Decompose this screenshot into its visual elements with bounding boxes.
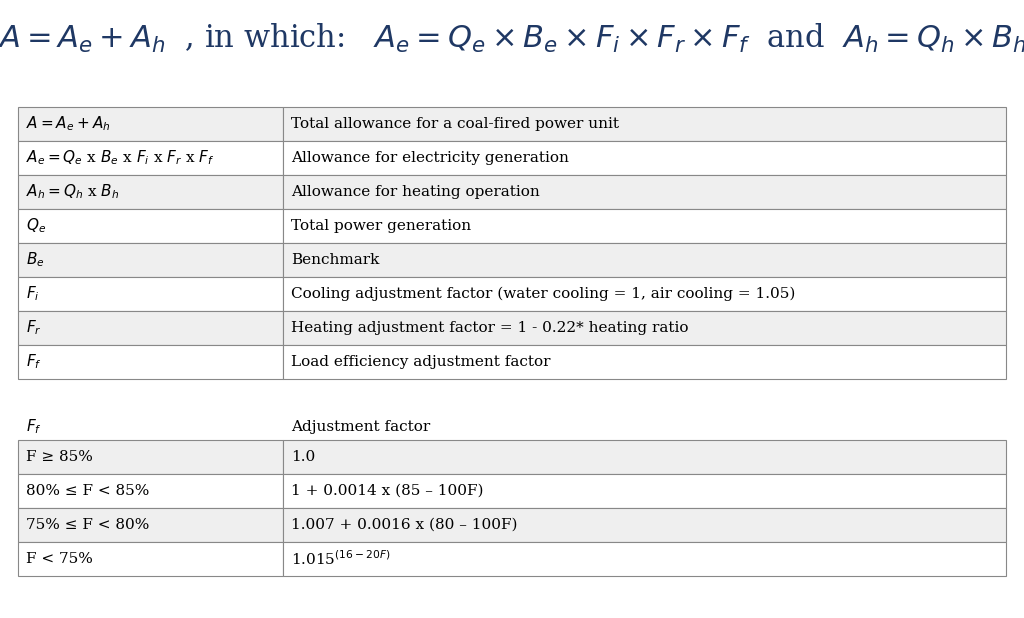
Text: $A = A_e + A_h$: $A = A_e + A_h$ xyxy=(26,115,111,133)
Text: 1.015$^{(16-20F)}$: 1.015$^{(16-20F)}$ xyxy=(291,549,390,569)
Bar xyxy=(283,107,1006,141)
Bar xyxy=(283,141,1006,175)
Bar xyxy=(18,175,283,209)
Text: 1.007 + 0.0016 x (80 – 100F): 1.007 + 0.0016 x (80 – 100F) xyxy=(291,518,517,532)
Bar xyxy=(18,209,283,243)
Bar xyxy=(283,508,1006,542)
Bar xyxy=(18,345,283,379)
Bar xyxy=(283,345,1006,379)
Bar xyxy=(283,440,1006,474)
Text: Benchmark: Benchmark xyxy=(291,253,379,267)
Text: Total power generation: Total power generation xyxy=(291,219,471,233)
Bar xyxy=(283,311,1006,345)
Text: $Q_e$: $Q_e$ xyxy=(26,217,46,235)
Text: $F_f$: $F_f$ xyxy=(26,353,42,371)
Bar xyxy=(18,440,283,474)
Text: $\mathbf{\mathit{A = A_e + A_h}}$  , in which:   $\mathbf{\mathit{A_e = Q_e \tim: $\mathbf{\mathit{A = A_e + A_h}}$ , in w… xyxy=(0,22,1024,55)
Text: $F_r$: $F_r$ xyxy=(26,319,42,337)
Text: Total allowance for a coal-fired power unit: Total allowance for a coal-fired power u… xyxy=(291,117,618,131)
Text: 1 + 0.0014 x (85 – 100F): 1 + 0.0014 x (85 – 100F) xyxy=(291,484,483,498)
Text: $B_e$: $B_e$ xyxy=(26,251,44,269)
Bar xyxy=(283,243,1006,277)
Text: 80% ≤ F < 85%: 80% ≤ F < 85% xyxy=(26,484,150,498)
Text: Adjustment factor: Adjustment factor xyxy=(291,420,430,434)
Bar xyxy=(18,542,283,576)
Bar xyxy=(283,542,1006,576)
Bar xyxy=(283,209,1006,243)
Bar xyxy=(283,474,1006,508)
Text: $A_e = Q_e$ x $B_e$ x $F_i$ x $F_r$ x $F_f$: $A_e = Q_e$ x $B_e$ x $F_i$ x $F_r$ x $F… xyxy=(26,149,214,167)
Text: Allowance for electricity generation: Allowance for electricity generation xyxy=(291,151,568,165)
Text: $F_i$: $F_i$ xyxy=(26,285,40,303)
Text: $F_f$: $F_f$ xyxy=(26,418,42,436)
Bar xyxy=(283,175,1006,209)
Text: Cooling adjustment factor (water cooling = 1, air cooling = 1.05): Cooling adjustment factor (water cooling… xyxy=(291,287,796,301)
Bar xyxy=(18,277,283,311)
Text: Allowance for heating operation: Allowance for heating operation xyxy=(291,185,540,199)
Text: Load efficiency adjustment factor: Load efficiency adjustment factor xyxy=(291,355,550,369)
Text: F ≥ 85%: F ≥ 85% xyxy=(26,450,93,464)
Text: Heating adjustment factor = 1 - 0.22* heating ratio: Heating adjustment factor = 1 - 0.22* he… xyxy=(291,321,688,335)
Bar xyxy=(283,277,1006,311)
Bar xyxy=(18,243,283,277)
Bar xyxy=(18,508,283,542)
Bar xyxy=(18,474,283,508)
Text: 1.0: 1.0 xyxy=(291,450,315,464)
Bar xyxy=(18,311,283,345)
Bar xyxy=(18,141,283,175)
Text: $A_h = Q_h$ x $B_h$: $A_h = Q_h$ x $B_h$ xyxy=(26,183,119,201)
Text: F < 75%: F < 75% xyxy=(26,552,93,566)
Text: 75% ≤ F < 80%: 75% ≤ F < 80% xyxy=(26,518,150,532)
Bar xyxy=(18,107,283,141)
